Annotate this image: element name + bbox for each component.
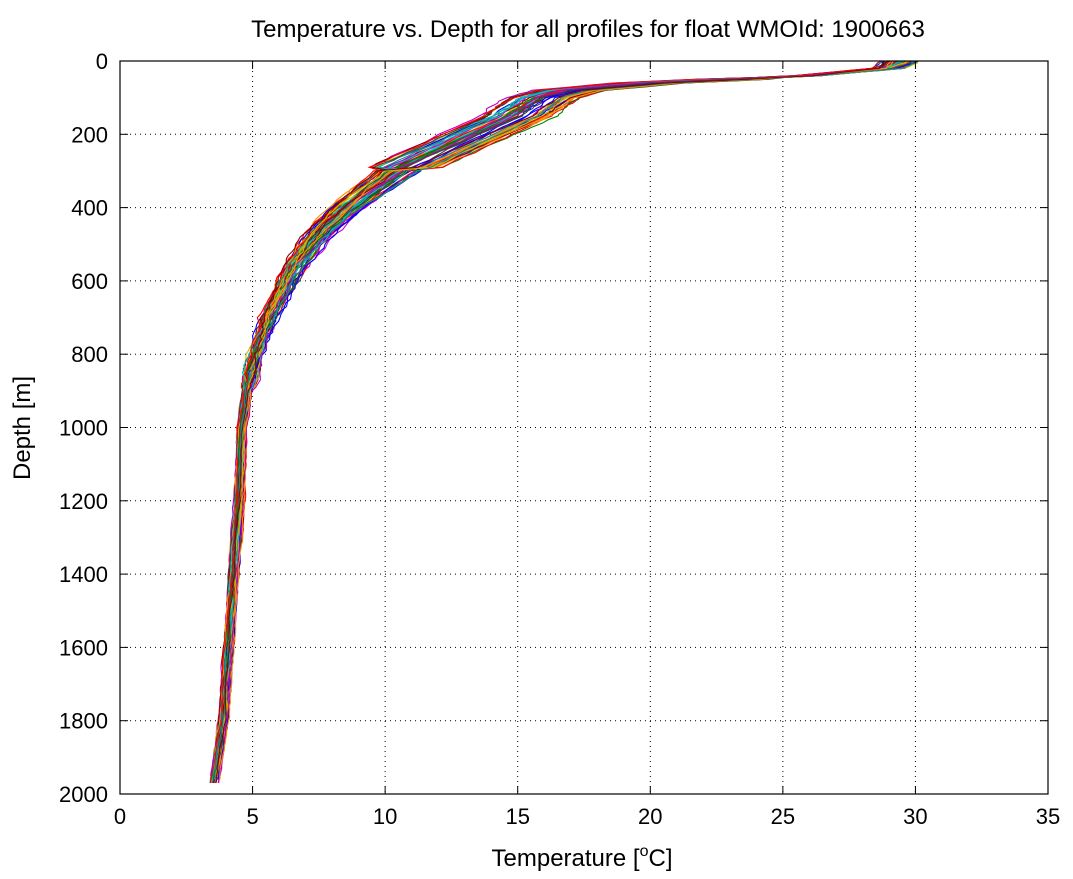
y-tick-label: 1400: [59, 562, 108, 587]
x-axis-title: Temperature [oC]: [492, 843, 673, 872]
y-tick-label: 2000: [59, 782, 108, 807]
y-tick-label: 200: [71, 122, 108, 147]
y-tick-label: 1600: [59, 635, 108, 660]
profile-line: [210, 60, 883, 784]
x-tick-label: 5: [246, 804, 258, 829]
x-tick-label: 15: [505, 804, 529, 829]
y-tick-label: 1200: [59, 489, 108, 514]
x-tick-label: 20: [638, 804, 662, 829]
grid-lines: [120, 61, 1048, 794]
profile-line: [219, 60, 892, 780]
y-tick-label: 400: [71, 196, 108, 221]
y-tick-label: 0: [96, 49, 108, 74]
x-tick-label: 10: [373, 804, 397, 829]
x-axis-ticks: 0 5 10 15 20 25 30 35: [114, 61, 1060, 829]
x-tick-label: 30: [903, 804, 927, 829]
x-tick-label: 35: [1036, 804, 1060, 829]
y-axis-title: Depth [m]: [9, 376, 36, 480]
y-tick-label: 1000: [59, 416, 108, 441]
temperature-profiles: [209, 60, 919, 784]
profile-line: [215, 60, 888, 784]
profile-line: [214, 60, 912, 776]
x-tick-label: 0: [114, 804, 126, 829]
chart-title: Temperature vs. Depth for all profiles f…: [251, 16, 925, 43]
y-axis-ticks: 0 200 400 600 800 1000 1200 1400 1600 1800 2000: [59, 49, 1048, 807]
profile-line: [218, 60, 897, 784]
y-tick-label: 800: [71, 342, 108, 367]
y-tick-label: 1800: [59, 709, 108, 734]
profile-line: [214, 60, 916, 780]
x-tick-label: 25: [771, 804, 795, 829]
y-tick-label: 600: [71, 269, 108, 294]
